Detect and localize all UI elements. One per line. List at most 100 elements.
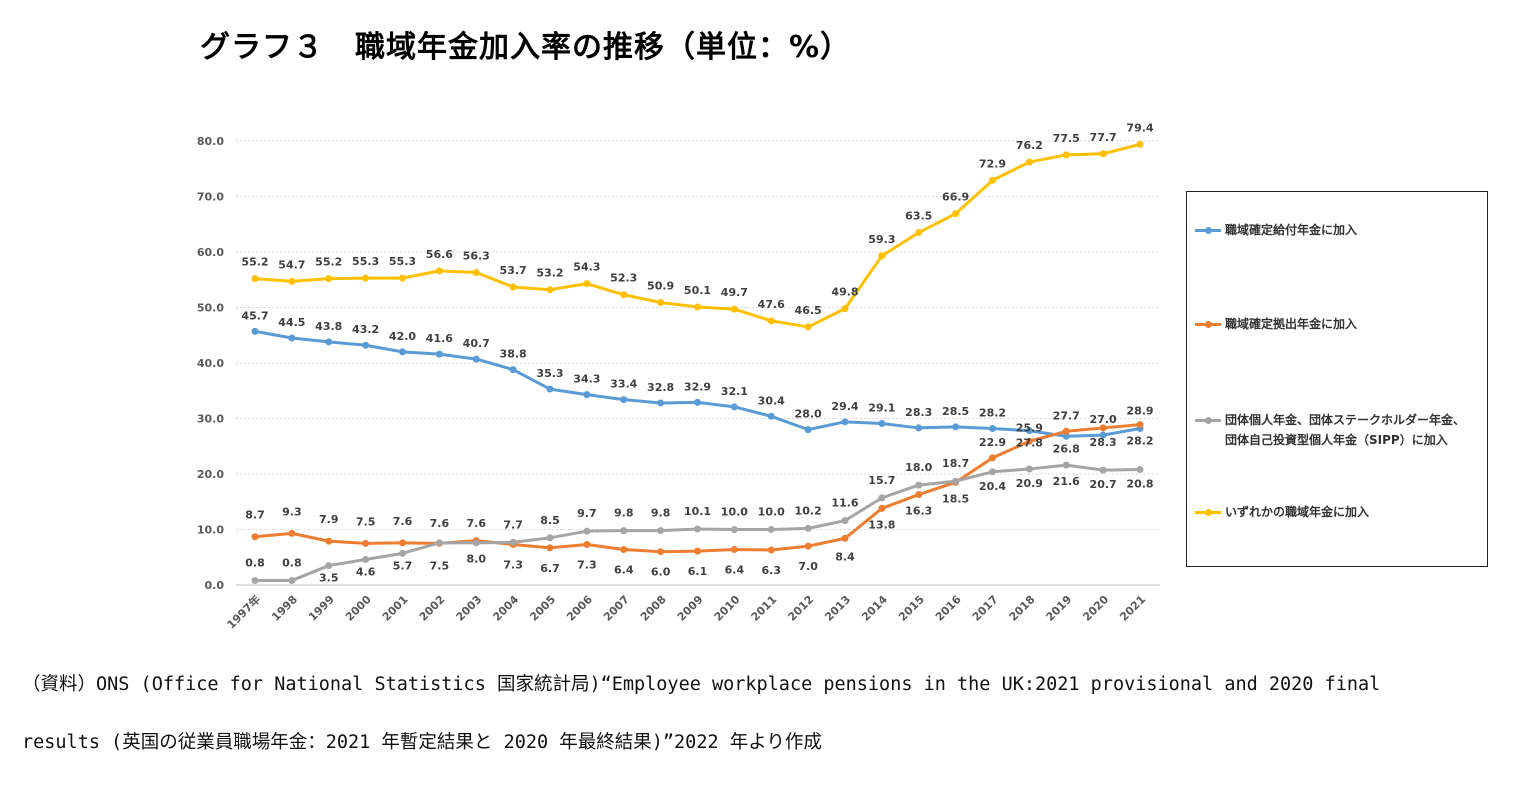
data-point (841, 418, 849, 426)
data-point (767, 526, 775, 533)
data-label: 22.9 (979, 436, 1006, 449)
legend-swatch-any (1195, 502, 1221, 522)
data-point (1025, 437, 1033, 445)
data-label: 9.8 (614, 507, 634, 520)
data-label: 28.9 (1126, 405, 1153, 418)
data-point (620, 545, 628, 553)
data-point (804, 426, 812, 434)
data-point (767, 317, 775, 325)
data-label: 7.3 (503, 558, 523, 571)
data-point (1099, 424, 1107, 432)
data-label: 7.3 (577, 558, 597, 571)
data-label: 55.3 (389, 255, 416, 268)
data-point (1062, 427, 1070, 435)
data-point (1099, 150, 1107, 158)
data-point (694, 303, 701, 311)
data-point (915, 229, 923, 237)
data-label: 77.5 (1053, 132, 1080, 145)
x-tick-label: 2011 (749, 593, 780, 624)
legend-swatch-group (1195, 410, 1221, 430)
legend-item-db[interactable]: 職域確定給付年金に加入 (1195, 220, 1357, 240)
data-label: 55.2 (241, 256, 268, 269)
data-label: 45.7 (241, 309, 268, 322)
data-point (694, 398, 701, 406)
data-point (251, 577, 259, 585)
data-label: 43.2 (352, 323, 379, 336)
x-tick-label: 1997年 (224, 592, 263, 631)
source-note-line1: （資料）ONS (Office for National Statistics … (22, 674, 1381, 695)
data-point (1136, 466, 1144, 474)
legend-item-group[interactable]: 団体個人年金、団体ステークホルダー年金、 団体自己投資型個人年金（SIPP）に加… (1195, 410, 1465, 450)
data-point (878, 419, 886, 427)
data-label: 0.8 (245, 557, 265, 570)
legend-label-any: いずれかの職域年金に加入 (1225, 505, 1370, 519)
x-tick-label: 2005 (527, 593, 558, 624)
data-label: 50.9 (647, 280, 674, 293)
data-label: 30.4 (758, 394, 785, 407)
data-label: 18.0 (905, 461, 932, 474)
data-point (546, 286, 554, 294)
line-chart: 0.0 10.0 20.0 30.0 40.0 50.0 60.0 70.0 80.0 1997… (197, 121, 1160, 632)
data-label: 7.9 (319, 513, 339, 526)
data-point (915, 481, 923, 489)
data-label: 29.1 (868, 401, 895, 414)
data-point (1062, 432, 1070, 440)
data-point (657, 399, 665, 407)
data-point (620, 527, 628, 535)
data-label: 10.0 (721, 506, 748, 519)
data-label: 63.5 (905, 210, 932, 223)
data-point (435, 350, 443, 358)
data-point (989, 176, 996, 184)
data-label: 33.4 (610, 378, 637, 391)
data-label: 3.5 (319, 572, 339, 585)
data-label: 18.7 (942, 457, 969, 470)
data-point (620, 396, 628, 404)
data-point (325, 275, 333, 283)
data-label: 7.5 (430, 559, 450, 572)
data-label: 15.7 (868, 474, 895, 487)
data-label: 46.5 (795, 304, 822, 317)
data-point (804, 323, 812, 331)
data-point (583, 280, 591, 288)
data-label: 47.6 (758, 298, 785, 311)
legend-item-dc[interactable]: 職域確定拠出年金に加入 (1195, 314, 1357, 334)
data-label: 18.5 (942, 492, 969, 505)
x-tick-label: 2014 (859, 593, 890, 624)
data-label: 50.1 (684, 284, 711, 297)
x-tick-label: 2006 (564, 593, 595, 624)
x-tick-label: 2004 (490, 593, 521, 624)
y-tick-label: 50.0 (197, 302, 224, 315)
data-label: 20.9 (1016, 477, 1043, 490)
data-label: 28.0 (795, 408, 822, 421)
data-point (288, 277, 296, 285)
data-point (1099, 466, 1107, 474)
data-label: 10.0 (758, 506, 785, 519)
data-label: 6.4 (614, 563, 634, 576)
data-point (1099, 431, 1107, 439)
data-point (399, 549, 406, 557)
x-tick-label: 2016 (933, 593, 964, 624)
series-line (255, 463, 1141, 583)
y-tick-label: 0.0 (205, 579, 225, 592)
data-point (399, 539, 406, 547)
data-label: 26.8 (1053, 442, 1080, 455)
data-label: 41.6 (426, 332, 453, 345)
legend-item-any[interactable]: いずれかの職域年金に加入 (1195, 502, 1369, 522)
data-label: 42.0 (389, 330, 416, 343)
data-label: 32.9 (684, 380, 711, 393)
y-tick-label: 70.0 (197, 191, 224, 204)
data-label: 11.6 (831, 497, 858, 510)
x-tick-label: 2021 (1117, 593, 1148, 624)
x-tick-label: 2017 (970, 593, 1001, 624)
data-label: 52.3 (610, 272, 637, 285)
data-point (989, 454, 996, 462)
data-label: 72.9 (979, 157, 1006, 170)
data-label: 28.3 (905, 406, 932, 419)
data-point (878, 494, 886, 502)
data-point (878, 252, 886, 260)
data-point (989, 468, 996, 476)
x-tick-label: 2008 (638, 593, 669, 624)
data-label: 4.6 (356, 565, 376, 578)
data-label: 38.8 (500, 348, 527, 361)
x-tick-label: 2019 (1044, 593, 1075, 624)
